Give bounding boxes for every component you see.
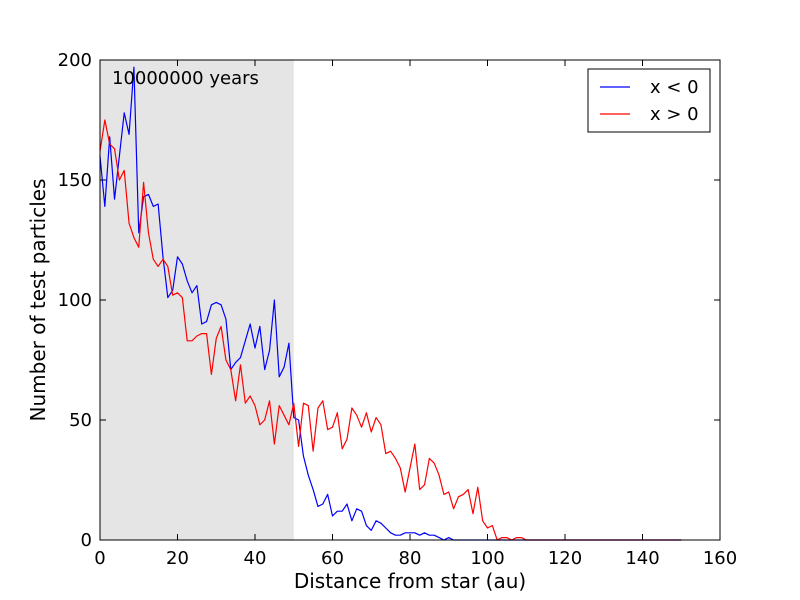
legend-label-x-pos: x > 0 (650, 104, 699, 125)
x-tick-label: 20 (166, 548, 189, 569)
time-annotation: 10000000 years (112, 68, 259, 89)
x-tick-label: 120 (548, 548, 582, 569)
x-tick-label: 60 (321, 548, 344, 569)
ticks-layer: 0 20 40 60 80 100 120 140 160 0 50 100 150 200 (58, 50, 738, 569)
legend: x < 0 x > 0 (587, 68, 711, 133)
legend-box (587, 68, 711, 133)
x-tick-label: 140 (625, 548, 659, 569)
x-tick-label: 160 (703, 548, 737, 569)
y-axis-label: Number of test particles (26, 179, 50, 422)
y-tick-label: 100 (58, 290, 92, 311)
x-tick-label: 0 (94, 548, 105, 569)
x-axis-label: Distance from star (au) (294, 569, 526, 593)
y-tick-label: 0 (81, 530, 92, 551)
y-tick-label: 200 (58, 50, 92, 71)
legend-label-x-neg: x < 0 (650, 77, 699, 98)
y-tick-label: 150 (58, 170, 92, 191)
x-tick-label: 80 (399, 548, 422, 569)
x-tick-label: 40 (244, 548, 267, 569)
x-tick-label: 100 (470, 548, 504, 569)
y-tick-label: 50 (69, 410, 92, 431)
shaded-region (100, 60, 294, 540)
